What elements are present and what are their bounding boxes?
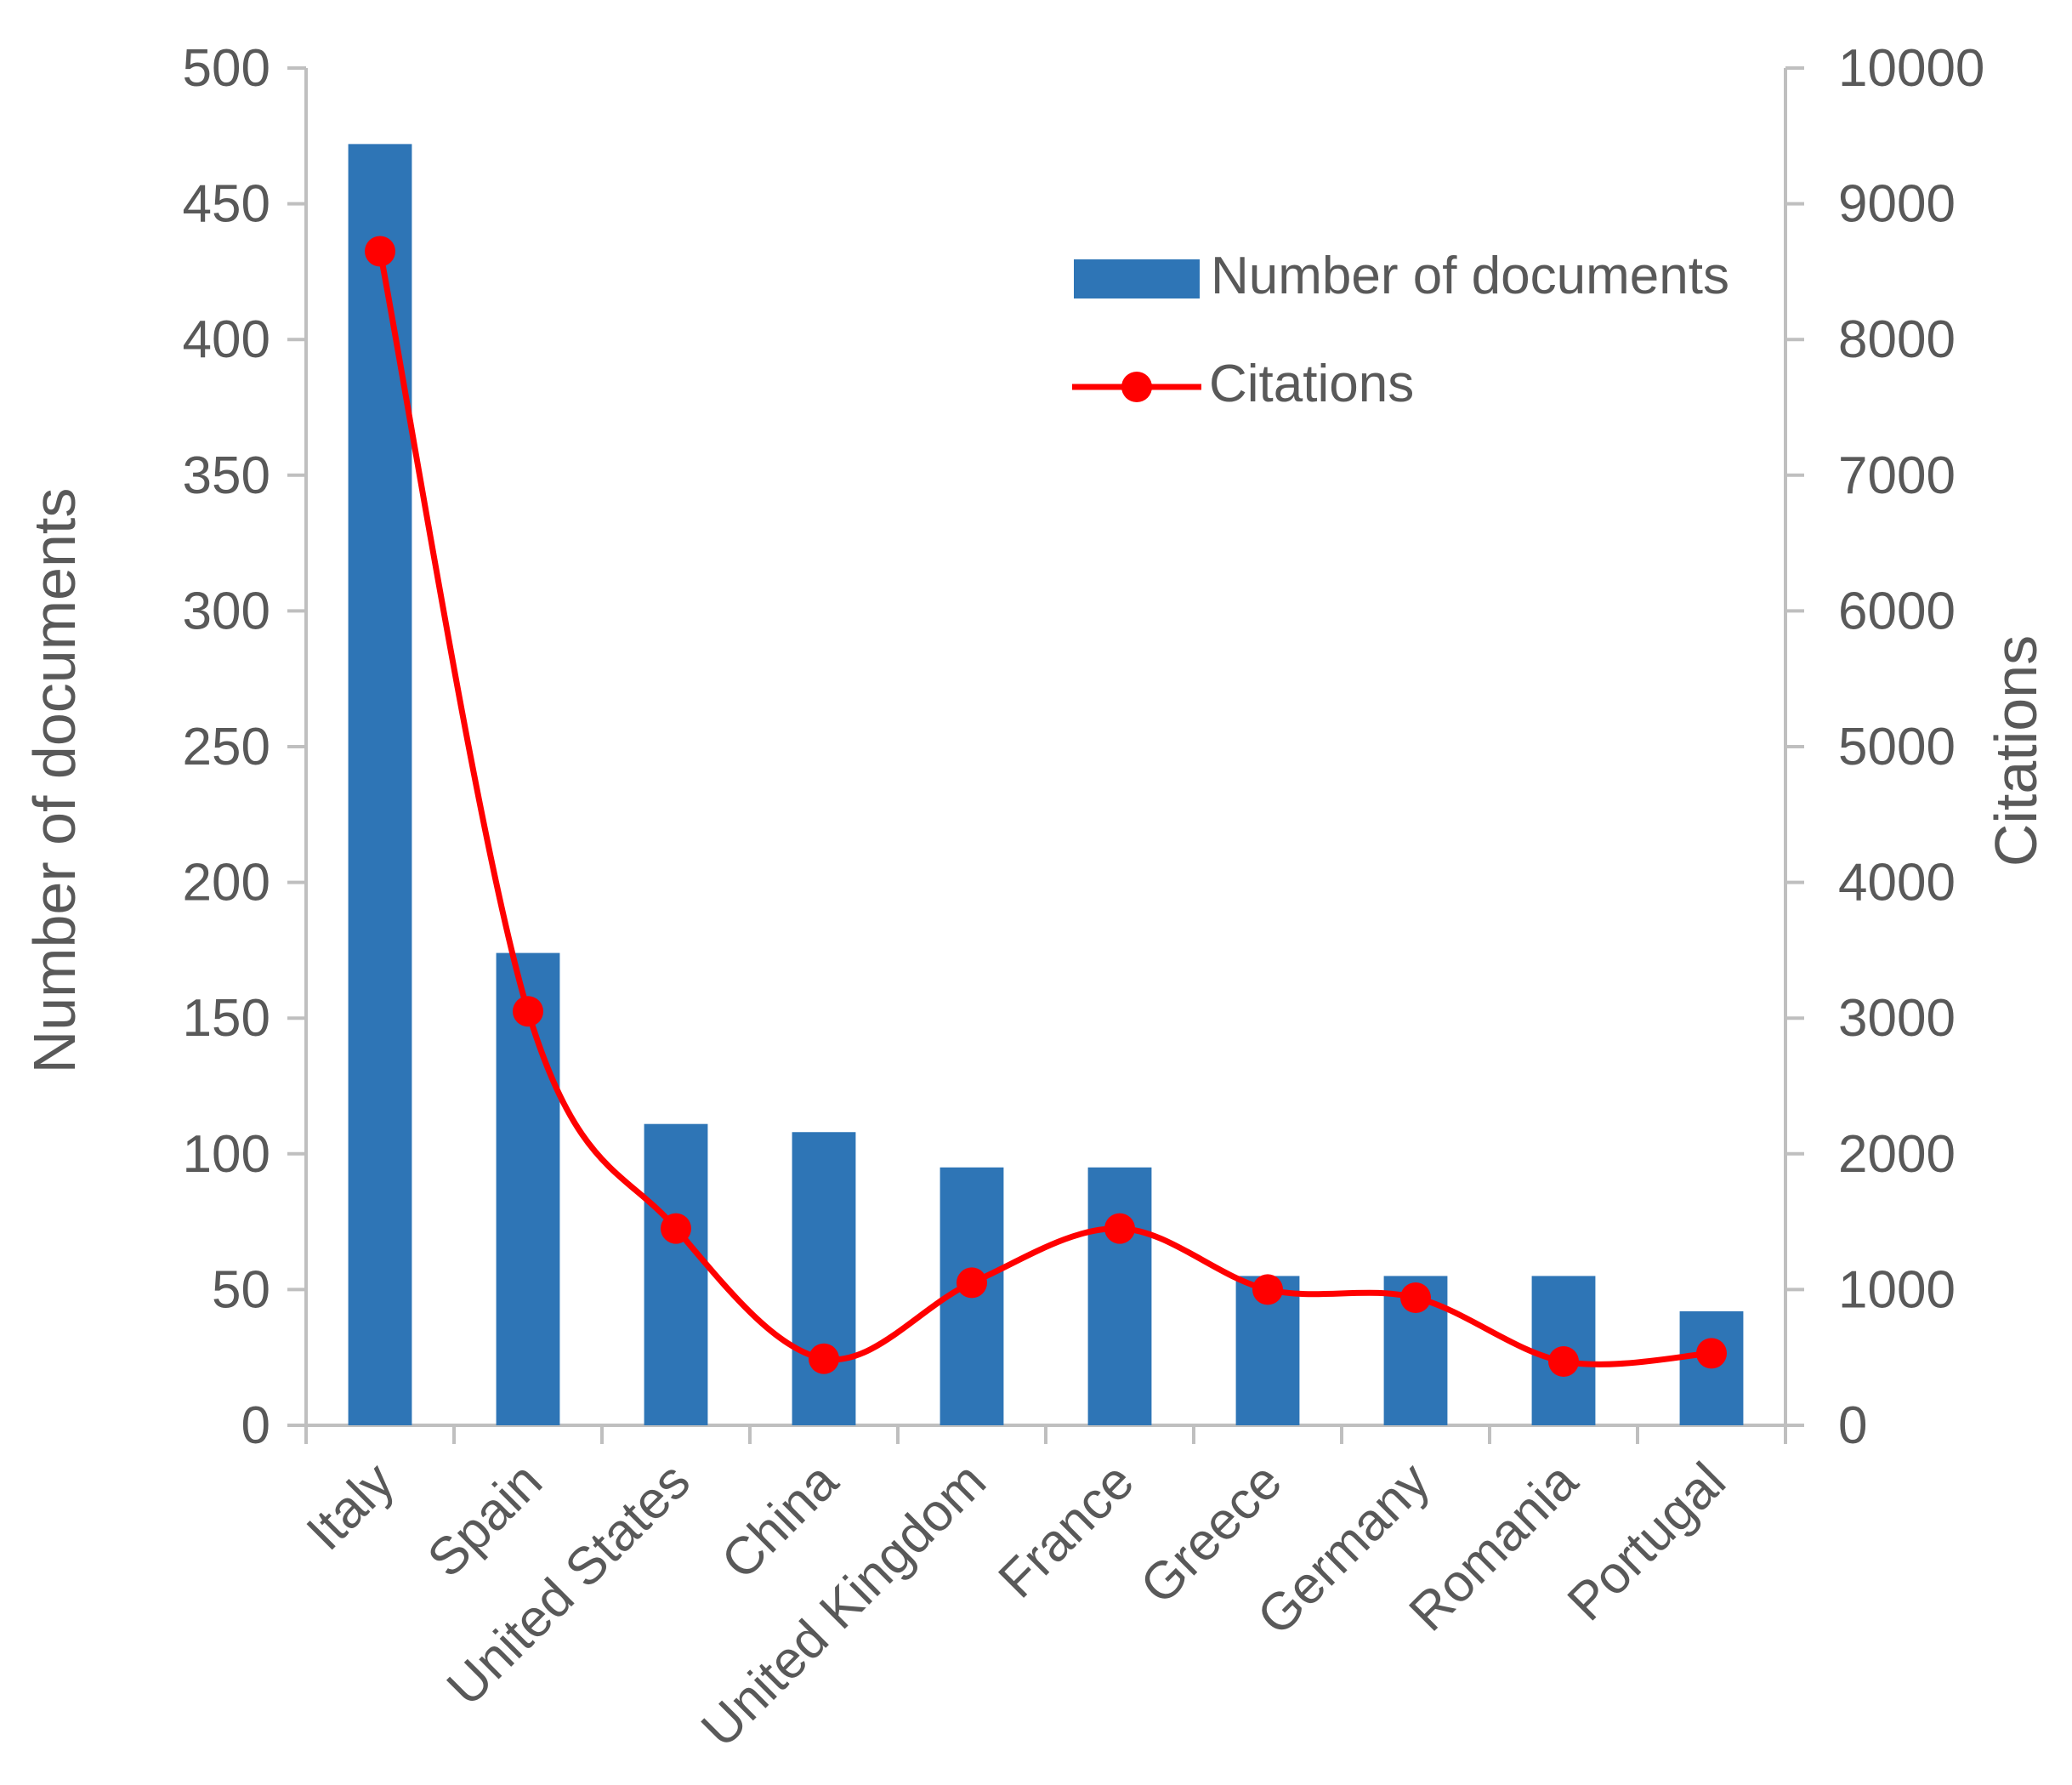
line-series [365, 236, 1727, 1377]
y-tick-label-right: 4000 [1838, 854, 1956, 912]
legend-label-line: Citations [1209, 355, 1414, 413]
citations-point [957, 1267, 987, 1299]
y-tick-label-left: 300 [183, 582, 270, 640]
citations-point [365, 236, 395, 267]
y-tick-label-right: 3000 [1838, 989, 1956, 1048]
y-tick-label-right: 10000 [1838, 39, 1984, 98]
bar [496, 952, 560, 1425]
y-tick-label-right: 2000 [1838, 1125, 1956, 1184]
y-tick-label-right: 0 [1838, 1396, 1867, 1455]
bar [644, 1123, 708, 1425]
y-tick-label-left: 150 [183, 989, 270, 1048]
x-tick-label: Portugal [1557, 1452, 1737, 1632]
citations-point [809, 1343, 839, 1374]
y-tick-label-left: 100 [183, 1125, 270, 1184]
y-tick-label-left: 0 [241, 1396, 270, 1455]
legend-label-bar: Number of documents [1211, 247, 1729, 305]
bar [348, 144, 412, 1426]
y-tick-label-right: 9000 [1838, 175, 1956, 234]
y-tick-label-right: 1000 [1838, 1260, 1956, 1319]
x-tick-label: France [988, 1452, 1145, 1609]
y-tick-label-left: 250 [183, 718, 270, 776]
y-axis-title-right: Citations [1983, 635, 2049, 867]
citations-point [1104, 1213, 1135, 1244]
y-tick-label-right: 8000 [1838, 310, 1956, 369]
axis-titles: Number of documents Citations [21, 488, 2049, 1074]
y-tick-label-right: 7000 [1838, 446, 1956, 505]
legend-swatch-marker [1121, 372, 1152, 402]
y-tick-label-left: 350 [183, 446, 270, 505]
citations-point [1548, 1345, 1579, 1377]
bar [1087, 1167, 1152, 1425]
y-tick-label-left: 200 [183, 854, 270, 912]
citations-point [513, 996, 543, 1027]
y-tick-label-right: 5000 [1838, 718, 1956, 776]
citations-point [1400, 1282, 1431, 1313]
x-tick-label: Spain [417, 1452, 553, 1589]
legend-swatch-bar [1074, 259, 1200, 298]
y-tick-label-right: 6000 [1838, 582, 1956, 640]
citations-line [377, 250, 1712, 1367]
y-tick-label-left: 500 [183, 39, 270, 98]
y-tick-label-left: 400 [183, 310, 270, 369]
bar-series [348, 144, 1744, 1426]
y-tick-label-left: 50 [212, 1260, 270, 1319]
x-tick-label: China [711, 1452, 850, 1591]
x-tick-label: Italy [296, 1452, 406, 1561]
legend: Number of documents Citations [1072, 247, 1729, 413]
y-axis-title-left: Number of documents [21, 488, 88, 1074]
citations-point [1696, 1338, 1727, 1369]
citations-point [1252, 1274, 1283, 1305]
citations-point [661, 1213, 691, 1244]
bar [792, 1132, 856, 1425]
y-tick-label-left: 450 [183, 175, 270, 234]
